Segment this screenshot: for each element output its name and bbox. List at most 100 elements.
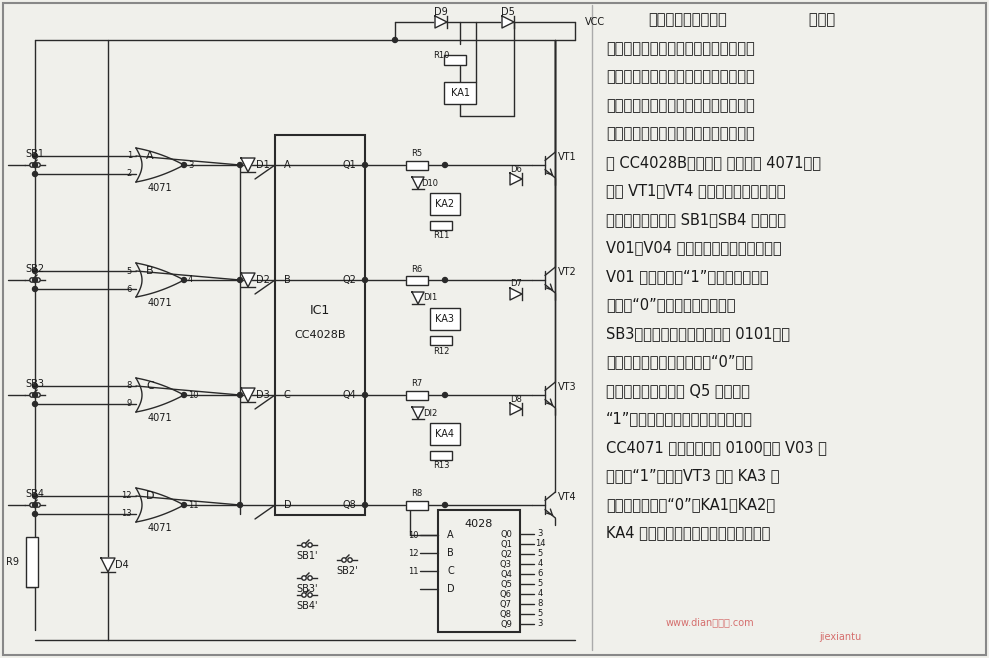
Text: D10: D10 [421,178,438,188]
Circle shape [33,163,38,168]
Text: 3: 3 [188,161,194,170]
Bar [406,390,428,399]
Text: CC4028B: CC4028B [295,330,346,340]
Text: 3: 3 [537,530,543,538]
Circle shape [342,558,346,562]
Text: VT3: VT3 [558,382,577,392]
Text: D: D [447,584,455,594]
Text: 要求在任何时刻只允许一种状态工作，: 要求在任何时刻只允许一种状态工作， [606,41,755,56]
Bar [444,82,476,104]
Text: jiexiantu: jiexiantu [819,632,861,642]
Text: 11: 11 [407,567,418,576]
Bar [430,193,460,215]
Circle shape [308,593,313,597]
Text: 3: 3 [537,619,543,628]
Text: DI2: DI2 [423,409,437,417]
Polygon shape [412,407,424,419]
Text: VCC: VCC [585,17,605,27]
Text: A: A [447,530,454,540]
Polygon shape [241,388,255,402]
Text: 11: 11 [188,501,199,509]
Circle shape [182,278,187,282]
Text: 1: 1 [127,151,132,161]
Text: 10: 10 [188,390,199,399]
Text: “1”），经过各输出端的反馈到或门: “1”），经过各输出端的反馈到或门 [606,411,753,426]
Text: B: B [146,266,154,276]
Bar [406,501,428,509]
Text: D1: D1 [256,160,270,170]
Text: VT4: VT4 [558,492,577,502]
Polygon shape [412,292,424,304]
Text: SB4: SB4 [26,489,45,499]
Text: B: B [284,275,291,285]
Text: R10: R10 [432,51,449,59]
Text: D: D [284,500,292,510]
Text: C: C [146,381,154,391]
Text: 8: 8 [127,382,132,390]
Polygon shape [241,273,255,287]
Circle shape [182,393,187,397]
Text: 作，其他状态为“0”，KA1、KA2、: 作，其他状态为“0”，KA1、KA2、 [606,497,775,512]
Circle shape [308,576,313,580]
Text: Q6: Q6 [500,590,512,599]
Text: Q0: Q0 [500,530,512,538]
Text: DI1: DI1 [423,293,437,303]
Text: 5: 5 [537,549,543,559]
Text: 高电平“1”状态，VT3 驱动 KA3 工: 高电平“1”状态，VT3 驱动 KA3 工 [606,468,779,484]
Bar [430,423,460,445]
Circle shape [302,543,307,547]
Text: SB3，则译码器的输人码变成 0101，立: SB3，则译码器的输人码变成 0101，立 [606,326,790,341]
Text: 4028: 4028 [465,519,494,529]
Circle shape [308,543,313,547]
Text: R12: R12 [433,347,449,355]
Bar [406,161,428,170]
Text: CC4071 使输人码变为 0100，则 V03 为: CC4071 使输人码变为 0100，则 V03 为 [606,440,827,455]
Text: KA4: KA4 [435,429,455,439]
Text: D7: D7 [510,280,522,288]
Text: Q8: Q8 [500,609,512,619]
Circle shape [33,503,38,507]
Text: SB2: SB2 [26,264,45,274]
Text: 8: 8 [537,599,543,609]
Text: KA3: KA3 [435,314,455,324]
Text: 9: 9 [127,399,132,409]
Text: 器 CC4028B、４－２ 输人或门 4071、晶: 器 CC4028B、４－２ 输人或门 4071、晶 [606,155,821,170]
Polygon shape [101,558,115,572]
Text: 6: 6 [127,284,132,293]
Bar [26,537,38,587]
Circle shape [33,401,38,407]
Text: R6: R6 [411,265,422,274]
Circle shape [36,393,41,397]
Text: 体管 VT1～VT4 及继电器等组成。电路: 体管 VT1～VT4 及继电器等组成。电路 [606,184,785,199]
Circle shape [30,503,35,507]
Text: Q7: Q7 [500,599,512,609]
Text: SB1': SB1' [297,551,317,561]
Text: C: C [284,390,291,400]
Circle shape [302,576,307,580]
Text: 即使四个输出全变为低电平“0”状态: 即使四个输出全变为低电平“0”状态 [606,355,753,370]
Text: SB3: SB3 [26,379,45,389]
Circle shape [363,163,368,168]
Text: 工作时，按鈕开关 SB1～SB4 分别对应: 工作时，按鈕开关 SB1～SB4 分别对应 [606,212,786,227]
Circle shape [33,153,38,159]
Circle shape [33,172,38,176]
Text: IC1: IC1 [310,303,330,316]
Circle shape [33,268,38,274]
Text: 4071: 4071 [147,298,172,308]
Text: Q1: Q1 [342,160,356,170]
Text: SB4': SB4' [297,601,317,611]
Text: KA2: KA2 [435,199,455,209]
Text: V01 输出高电平“1”，其余输出全是: V01 输出高电平“1”，其余输出全是 [606,269,768,284]
Text: D3: D3 [256,390,270,400]
Text: D5: D5 [501,7,515,17]
Text: SB3': SB3' [297,584,317,594]
Text: KA1: KA1 [451,88,470,98]
Text: 12: 12 [122,492,132,501]
Text: V01～V04 输出。设电路的原始状态是: V01～V04 输出。设电路的原始状态是 [606,241,781,255]
Text: Q5: Q5 [500,580,512,588]
Text: D8: D8 [510,395,522,403]
Circle shape [33,384,38,388]
Text: 四状态互锁控制电路: 四状态互锁控制电路 [649,13,727,28]
Text: 低电平“0”状态。如果接着按下: 低电平“0”状态。如果接着按下 [606,297,736,313]
Polygon shape [510,288,522,300]
